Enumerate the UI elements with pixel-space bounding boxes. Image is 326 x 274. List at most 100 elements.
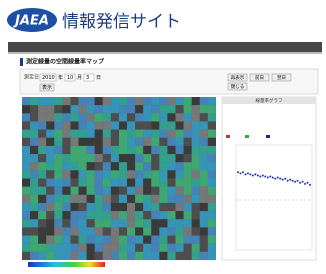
month: 10: [67, 75, 73, 81]
map-cell: [30, 219, 38, 227]
map-cell: [167, 252, 175, 260]
map-cell: [103, 203, 111, 211]
map-block: [135, 203, 143, 211]
graph-title: 線量率グラフ: [256, 97, 283, 104]
map-cell: [119, 138, 127, 146]
map-block: [127, 195, 135, 203]
map-cell: [46, 195, 54, 203]
legend-swatch: [226, 135, 230, 138]
data-point: [237, 171, 239, 173]
map-cell: [135, 162, 143, 170]
map-cell: [79, 154, 87, 162]
map-cell: [79, 121, 87, 129]
map-cell: [46, 179, 54, 187]
map-cell: [184, 211, 192, 219]
map-cell: [95, 219, 103, 227]
map-cell: [176, 130, 184, 138]
data-point: [239, 172, 241, 174]
section-title: 測定線量の空間線量率マップ: [26, 58, 105, 66]
map-cell: [184, 179, 192, 187]
map-cell: [111, 252, 119, 260]
map-block: [62, 146, 70, 154]
map-block: [38, 130, 46, 138]
map-cell: [70, 187, 78, 195]
map-block: [46, 121, 54, 129]
map-block: [167, 146, 175, 154]
map-block: [127, 219, 135, 227]
map-cell: [208, 203, 216, 211]
map-cell: [192, 179, 200, 187]
data-point: [302, 181, 304, 183]
map-block: [62, 170, 70, 178]
map-block: [111, 244, 119, 252]
map-cell: [30, 195, 38, 203]
map-cell: [54, 219, 62, 227]
map-cell: [151, 105, 159, 113]
map-cell: [103, 130, 111, 138]
map-cell: [192, 187, 200, 195]
map-cell: [208, 113, 216, 121]
map-block: [38, 236, 46, 244]
map-block: [103, 97, 111, 105]
map-block: [38, 227, 46, 235]
map-cell: [119, 252, 127, 260]
map-cell: [192, 244, 200, 252]
map-block: [143, 121, 151, 129]
legend-swatch: [245, 135, 249, 138]
map-block: [200, 236, 208, 244]
map-block: [135, 97, 143, 105]
map-block: [70, 97, 78, 105]
map-cell: [111, 170, 119, 178]
map-cell: [167, 219, 175, 227]
map-cell: [95, 113, 103, 121]
data-point: [299, 182, 301, 184]
data-point: [247, 172, 249, 174]
map-block: [38, 138, 46, 146]
map-cell: [127, 146, 135, 154]
map-block: [192, 227, 200, 235]
map-cell: [38, 252, 46, 260]
map-block: [176, 154, 184, 162]
map-cell: [159, 105, 167, 113]
map-cell: [167, 244, 175, 252]
map-block: [30, 227, 38, 235]
map-cell: [103, 162, 111, 170]
map-cell: [159, 170, 167, 178]
map-cell: [200, 170, 208, 178]
map-block: [62, 121, 70, 129]
map-block: [167, 203, 175, 211]
map-cell: [87, 211, 95, 219]
map-cell: [103, 211, 111, 219]
map-cell: [167, 138, 175, 146]
map-cell: [143, 170, 151, 178]
map-cell: [151, 97, 159, 105]
map-block: [135, 227, 143, 235]
map-cell: [87, 203, 95, 211]
map-block: [127, 113, 135, 121]
map-cell: [87, 121, 95, 129]
map-cell: [111, 97, 119, 105]
map-cell: [184, 130, 192, 138]
map-block: [200, 203, 208, 211]
map-block: [119, 154, 127, 162]
map-cell: [143, 130, 151, 138]
map-cell: [135, 219, 143, 227]
map-cell: [87, 187, 95, 195]
map-block: [119, 227, 127, 235]
map-cell: [151, 244, 159, 252]
map-block: [38, 113, 46, 121]
map-block: [184, 121, 192, 129]
map-block: [111, 236, 119, 244]
map-block: [200, 227, 208, 235]
map-cell: [127, 97, 135, 105]
map-cell: [46, 130, 54, 138]
map-cell: [22, 170, 30, 178]
map-cell: [46, 154, 54, 162]
map-block: [176, 121, 184, 129]
data-point: [284, 178, 286, 180]
map-cell: [79, 97, 87, 105]
map-block: [103, 121, 111, 129]
map-block: [62, 105, 70, 113]
map-cell: [184, 105, 192, 113]
map-cell: [119, 211, 127, 219]
